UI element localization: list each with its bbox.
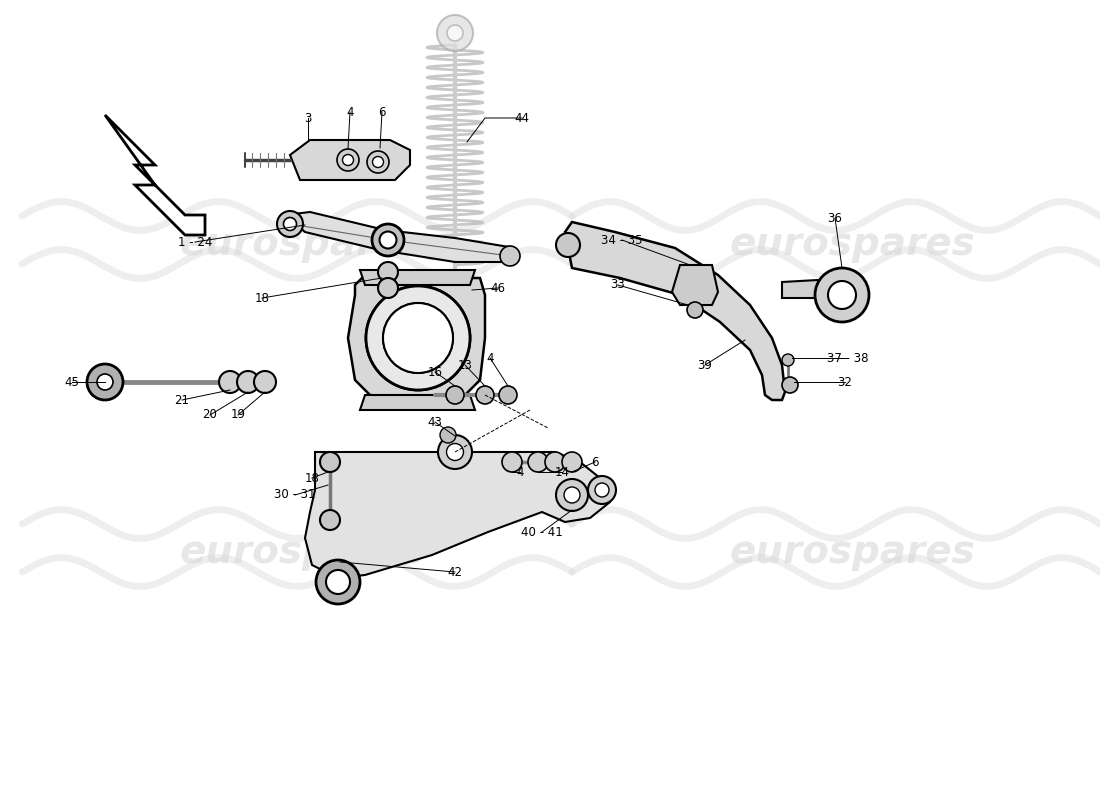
Circle shape bbox=[446, 386, 464, 404]
Circle shape bbox=[383, 303, 453, 373]
Circle shape bbox=[815, 268, 869, 322]
Text: 18: 18 bbox=[305, 471, 319, 485]
Polygon shape bbox=[360, 270, 475, 285]
Text: 40 - 41: 40 - 41 bbox=[521, 526, 563, 538]
Circle shape bbox=[556, 479, 588, 511]
Text: 44: 44 bbox=[515, 111, 529, 125]
Text: 13: 13 bbox=[458, 358, 472, 371]
Circle shape bbox=[337, 149, 359, 171]
Circle shape bbox=[379, 231, 396, 249]
Circle shape bbox=[588, 476, 616, 504]
Text: eurospares: eurospares bbox=[179, 533, 426, 571]
Circle shape bbox=[87, 364, 123, 400]
Circle shape bbox=[782, 354, 794, 366]
Circle shape bbox=[219, 371, 241, 393]
Text: 1 - 24: 1 - 24 bbox=[178, 235, 212, 249]
Circle shape bbox=[556, 233, 580, 257]
Circle shape bbox=[447, 443, 463, 461]
Circle shape bbox=[499, 386, 517, 404]
Circle shape bbox=[326, 570, 350, 594]
Polygon shape bbox=[360, 395, 475, 410]
Circle shape bbox=[284, 218, 297, 230]
Circle shape bbox=[378, 278, 398, 298]
Text: eurospares: eurospares bbox=[179, 225, 426, 263]
Polygon shape bbox=[305, 452, 610, 578]
Circle shape bbox=[782, 377, 797, 393]
Circle shape bbox=[366, 286, 470, 390]
Polygon shape bbox=[290, 140, 410, 180]
Circle shape bbox=[476, 386, 494, 404]
Circle shape bbox=[528, 452, 548, 472]
Text: 34 - 35: 34 - 35 bbox=[602, 234, 642, 246]
Circle shape bbox=[595, 483, 609, 497]
Text: 45: 45 bbox=[65, 375, 79, 389]
Polygon shape bbox=[565, 222, 785, 400]
Text: 30 - 31: 30 - 31 bbox=[274, 489, 316, 502]
Circle shape bbox=[342, 154, 353, 166]
Circle shape bbox=[236, 371, 258, 393]
Text: 4: 4 bbox=[486, 351, 494, 365]
Circle shape bbox=[437, 15, 473, 51]
Circle shape bbox=[564, 487, 580, 503]
Circle shape bbox=[366, 286, 470, 390]
Polygon shape bbox=[285, 212, 515, 262]
Circle shape bbox=[502, 452, 522, 472]
Text: 3: 3 bbox=[305, 111, 311, 125]
Circle shape bbox=[828, 281, 856, 309]
Text: 42: 42 bbox=[448, 566, 462, 578]
Text: 32: 32 bbox=[837, 375, 852, 389]
Circle shape bbox=[440, 427, 456, 443]
Circle shape bbox=[383, 303, 453, 373]
Text: 6: 6 bbox=[378, 106, 386, 118]
Text: 4: 4 bbox=[346, 106, 354, 118]
Circle shape bbox=[320, 510, 340, 530]
Text: eurospares: eurospares bbox=[729, 533, 976, 571]
Text: 43: 43 bbox=[428, 415, 442, 429]
Circle shape bbox=[688, 302, 703, 318]
Text: eurospares: eurospares bbox=[729, 225, 976, 263]
Circle shape bbox=[447, 25, 463, 41]
Circle shape bbox=[562, 452, 582, 472]
Text: 4: 4 bbox=[516, 466, 524, 478]
Polygon shape bbox=[348, 278, 485, 400]
Circle shape bbox=[316, 560, 360, 604]
Circle shape bbox=[97, 374, 113, 390]
Text: 6: 6 bbox=[592, 455, 598, 469]
Circle shape bbox=[544, 452, 565, 472]
Text: 46: 46 bbox=[491, 282, 506, 294]
Circle shape bbox=[378, 262, 398, 282]
Polygon shape bbox=[104, 115, 205, 235]
Text: 16: 16 bbox=[428, 366, 442, 378]
Text: 18: 18 bbox=[254, 291, 270, 305]
Text: 19: 19 bbox=[231, 409, 245, 422]
Polygon shape bbox=[672, 265, 718, 305]
Circle shape bbox=[438, 435, 472, 469]
Polygon shape bbox=[782, 280, 845, 305]
Text: 20: 20 bbox=[202, 409, 218, 422]
Circle shape bbox=[320, 452, 340, 472]
Circle shape bbox=[373, 157, 384, 167]
Text: 36: 36 bbox=[827, 211, 843, 225]
Circle shape bbox=[372, 224, 404, 256]
Circle shape bbox=[367, 151, 389, 173]
Circle shape bbox=[254, 371, 276, 393]
Circle shape bbox=[500, 246, 520, 266]
Text: 37 - 38: 37 - 38 bbox=[827, 351, 869, 365]
Text: 14: 14 bbox=[554, 466, 570, 478]
Text: 39: 39 bbox=[697, 358, 713, 371]
Text: 33: 33 bbox=[610, 278, 626, 291]
Text: 21: 21 bbox=[175, 394, 189, 406]
Circle shape bbox=[277, 211, 302, 237]
